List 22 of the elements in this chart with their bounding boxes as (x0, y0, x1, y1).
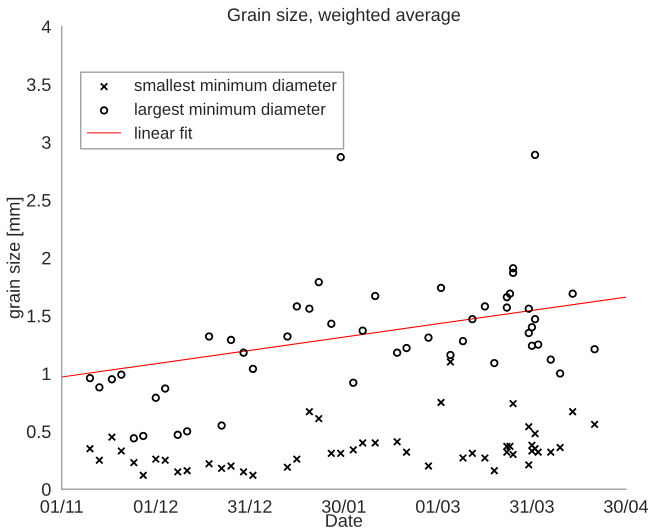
y-tick-label: 2.5 (27, 194, 51, 207)
x-tick-label: 01/03 (416, 500, 460, 513)
x-tick-label: 30/04 (604, 500, 648, 513)
x-tick-label: 31/12 (228, 500, 272, 513)
x-tick-label: 01/11 (40, 500, 83, 513)
x-tick-label: 30/01 (322, 500, 366, 513)
y-tick-label: 0 (42, 483, 51, 496)
x-tick-label: 01/12 (134, 500, 178, 513)
y-tick-label: 0.5 (26, 425, 51, 438)
legend-label: linear fit (135, 126, 192, 139)
chart-title: Grain size, weighted average (228, 8, 460, 25)
y-tick-label: 3 (42, 136, 51, 149)
y-tick-label: 1 (42, 368, 50, 380)
y-tick-label: 1.5 (28, 310, 51, 322)
y-tick-label: 3.5 (26, 78, 51, 92)
y-tick-label: 2 (42, 252, 50, 264)
legend-label: largest minimum diameter (135, 102, 326, 118)
x-tick-label: 31/03 (510, 500, 554, 513)
y-tick-label: 4 (42, 20, 51, 34)
legend-label: smallest minimum diameter (134, 78, 337, 92)
x-axis-title: Date (326, 514, 362, 527)
y-axis-title: grain size [mm] (6, 198, 24, 318)
